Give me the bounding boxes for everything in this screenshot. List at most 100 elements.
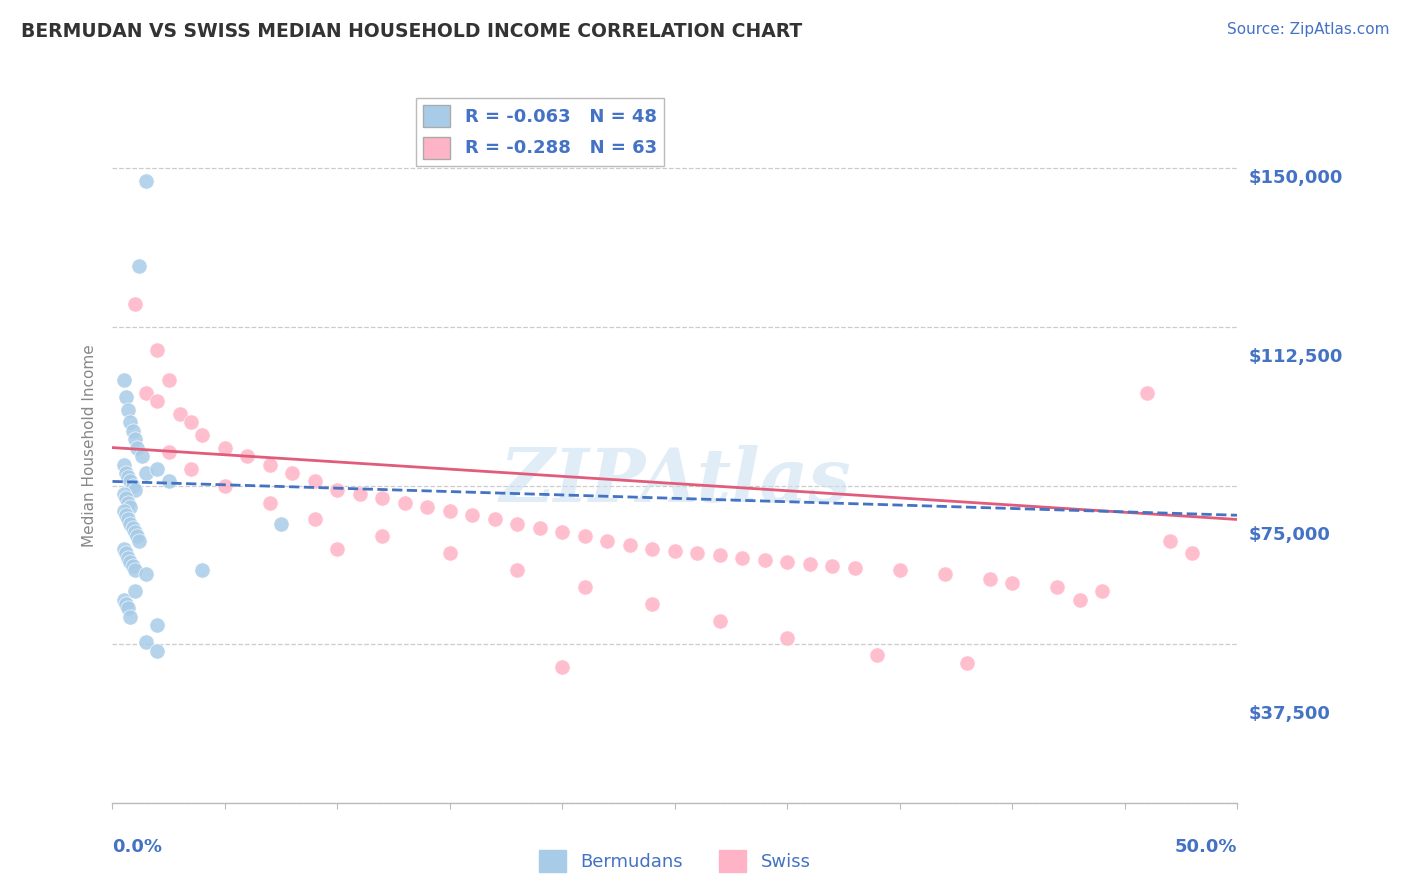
Point [117, 512, 139, 526]
Point [120, 415, 142, 429]
Point [821, 559, 844, 574]
Point [135, 635, 157, 649]
Point [115, 390, 138, 404]
Point [191, 563, 214, 577]
Y-axis label: Median Household Income: Median Household Income [82, 344, 97, 548]
Point [270, 516, 292, 531]
Point [371, 491, 394, 506]
Point [127, 529, 149, 543]
Point [124, 432, 146, 446]
Point [135, 567, 157, 582]
Point [506, 516, 529, 531]
Point [180, 461, 202, 475]
Point [574, 580, 596, 594]
Point [731, 550, 754, 565]
Point [709, 549, 731, 563]
Point [979, 572, 1001, 586]
Point [112, 592, 135, 607]
Text: 50.0%: 50.0% [1175, 838, 1237, 856]
Point [127, 441, 149, 455]
Point [117, 402, 139, 417]
Point [157, 475, 180, 489]
Point [112, 458, 135, 472]
Point [754, 552, 776, 566]
Point [146, 618, 169, 632]
Text: ZIPAtlas: ZIPAtlas [499, 445, 851, 518]
Point [112, 504, 135, 518]
Point [529, 521, 551, 535]
Text: $37,500: $37,500 [1249, 705, 1330, 723]
Point [326, 483, 349, 497]
Point [641, 597, 664, 611]
Point [889, 563, 911, 577]
Point [776, 555, 799, 569]
Point [574, 529, 596, 543]
Point [117, 550, 139, 565]
Point [439, 546, 461, 560]
Point [124, 483, 146, 497]
Point [112, 373, 135, 387]
Point [709, 614, 731, 628]
Point [124, 563, 146, 577]
Point [112, 487, 135, 501]
Point [1069, 592, 1091, 607]
Point [135, 466, 157, 480]
Point [1091, 584, 1114, 599]
Point [956, 657, 979, 671]
Point [112, 542, 135, 557]
Text: Source: ZipAtlas.com: Source: ZipAtlas.com [1226, 22, 1389, 37]
Point [115, 466, 138, 480]
Point [1181, 546, 1204, 560]
Point [115, 491, 138, 506]
Point [619, 538, 641, 552]
Point [596, 533, 619, 548]
Point [115, 546, 138, 560]
Point [146, 394, 169, 409]
Point [641, 542, 664, 557]
Point [169, 407, 191, 421]
Point [776, 631, 799, 645]
Point [120, 516, 142, 531]
Point [121, 559, 143, 574]
Point [180, 415, 202, 429]
Legend: Bermudans, Swiss: Bermudans, Swiss [531, 843, 818, 880]
Text: $150,000: $150,000 [1249, 169, 1343, 187]
Point [157, 445, 180, 459]
Point [326, 542, 349, 557]
Point [1159, 533, 1181, 548]
Point [128, 533, 150, 548]
Point [121, 478, 143, 492]
Point [146, 343, 169, 358]
Point [1046, 580, 1069, 594]
Point [117, 470, 139, 484]
Point [371, 529, 394, 543]
Point [799, 557, 821, 571]
Point [551, 525, 574, 540]
Point [934, 567, 956, 582]
Point [259, 495, 281, 509]
Point [131, 449, 153, 463]
Point [124, 584, 146, 599]
Point [128, 259, 150, 273]
Point [214, 478, 236, 492]
Point [120, 609, 142, 624]
Point [1001, 575, 1024, 590]
Point [146, 461, 169, 475]
Point [146, 643, 169, 657]
Text: 0.0%: 0.0% [112, 838, 163, 856]
Point [120, 475, 142, 489]
Point [484, 512, 506, 526]
Point [844, 561, 866, 575]
Point [157, 373, 180, 387]
Text: $112,500: $112,500 [1249, 348, 1343, 366]
Point [664, 544, 686, 558]
Point [124, 297, 146, 311]
Point [124, 525, 146, 540]
Text: BERMUDAN VS SWISS MEDIAN HOUSEHOLD INCOME CORRELATION CHART: BERMUDAN VS SWISS MEDIAN HOUSEHOLD INCOM… [21, 22, 803, 41]
Point [506, 563, 529, 577]
Point [394, 495, 416, 509]
Point [281, 466, 304, 480]
Point [120, 555, 142, 569]
Point [115, 597, 138, 611]
Point [121, 521, 143, 535]
